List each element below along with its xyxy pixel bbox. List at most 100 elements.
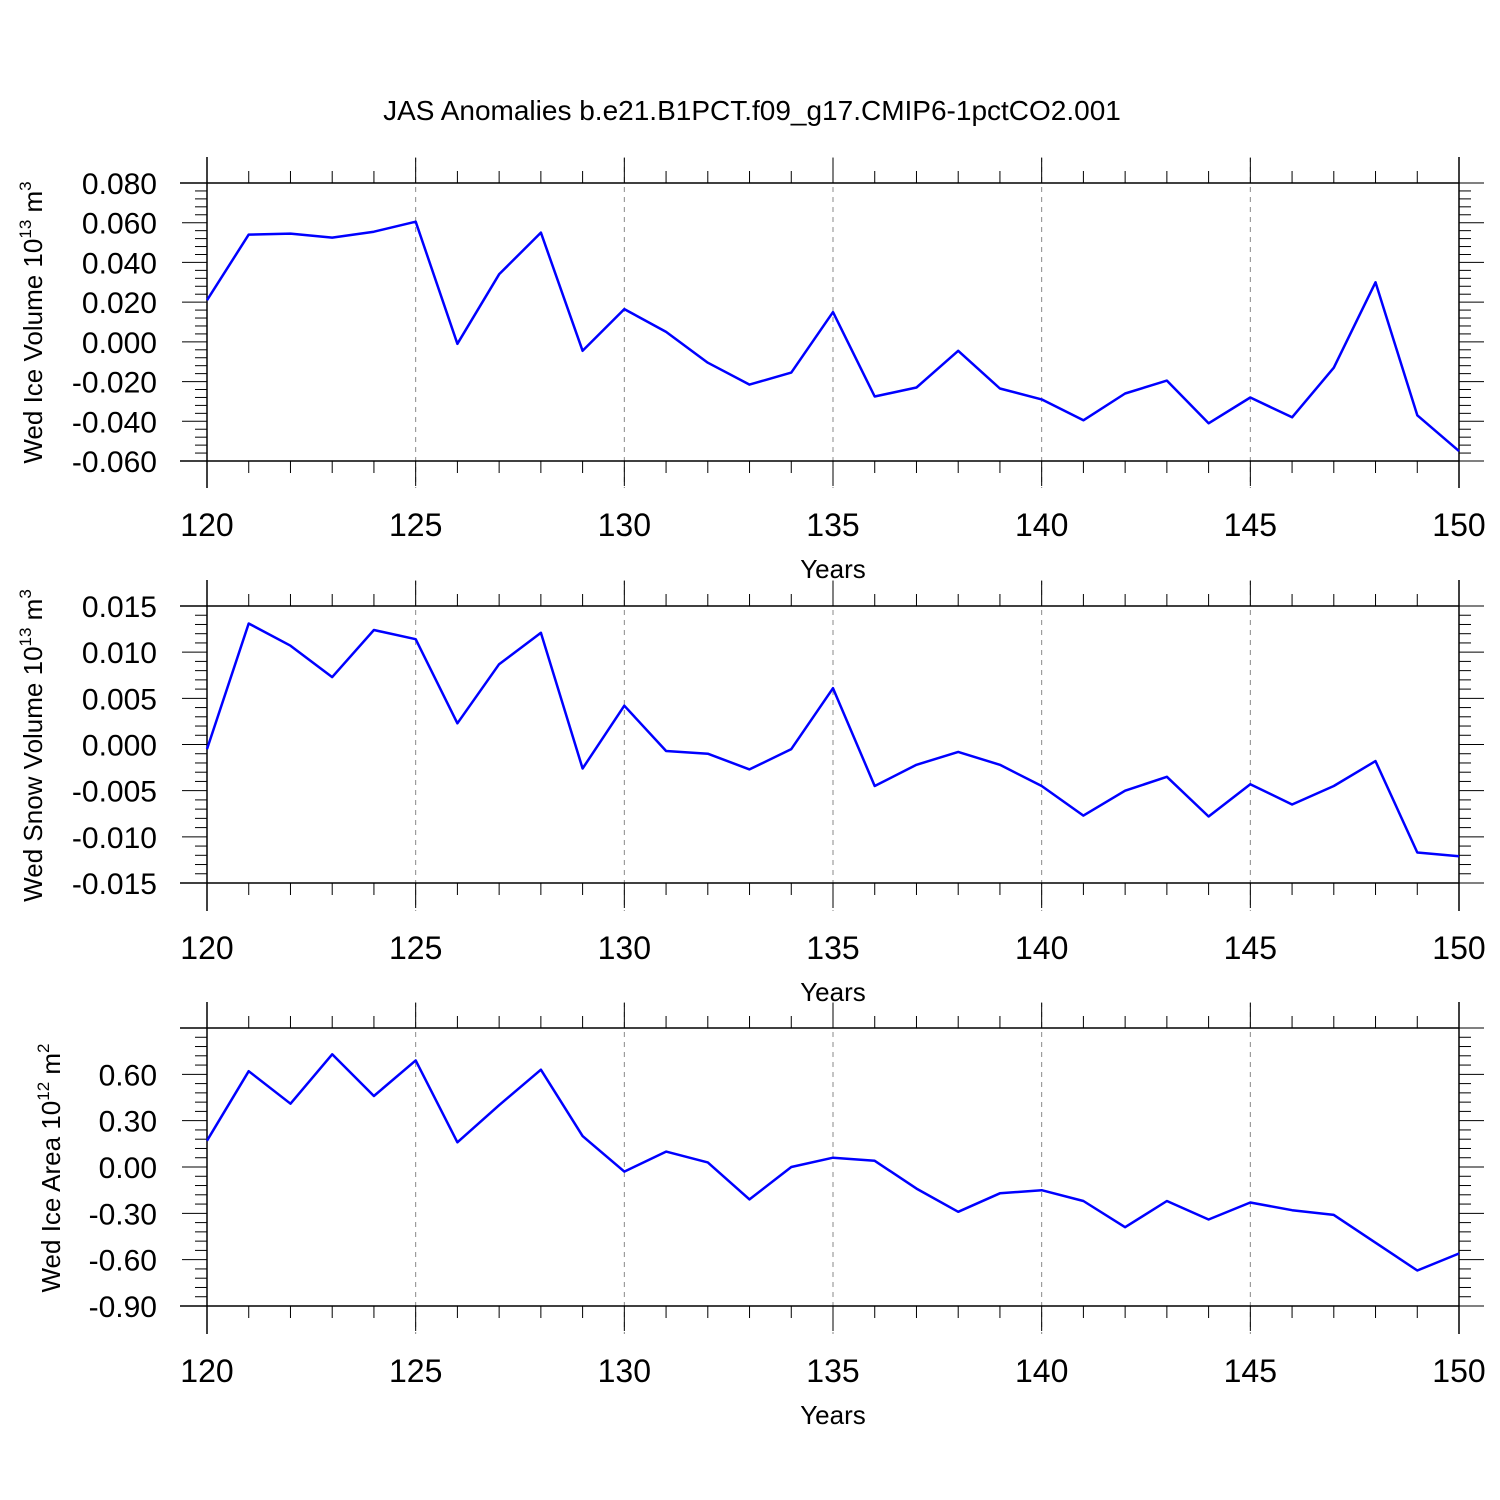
data-point [789, 747, 793, 751]
series-line [205, 220, 1460, 453]
data-point [1332, 784, 1336, 788]
x-tick-label: 135 [806, 930, 859, 966]
y-tick-label: -0.040 [72, 406, 157, 439]
data-point [539, 231, 543, 235]
data-point [956, 1210, 960, 1214]
x-tick-label: 125 [389, 930, 442, 966]
y-tick-label: 0.00 [99, 1152, 157, 1185]
data-point [1415, 851, 1419, 855]
data-point [956, 349, 960, 353]
data-point [539, 1068, 543, 1072]
data-point [831, 1156, 835, 1160]
x-tick-label: 120 [180, 930, 233, 966]
data-point [1290, 803, 1294, 807]
data-point [1123, 391, 1127, 395]
x-tick-label: 140 [1015, 1353, 1068, 1389]
data-point [622, 1170, 626, 1174]
data-point [288, 232, 292, 236]
data-point [581, 767, 585, 771]
data-point [581, 349, 585, 353]
x-tick-label: 130 [598, 507, 651, 543]
x-axis-title: Years [800, 1400, 866, 1430]
data-point [664, 330, 668, 334]
data-point [372, 628, 376, 632]
data-point [1415, 1268, 1419, 1272]
data-point [1374, 759, 1378, 763]
y-tick-label: 0.040 [82, 247, 157, 280]
data-point [414, 220, 418, 224]
x-tick-label: 150 [1432, 1353, 1485, 1389]
data-point [748, 767, 752, 771]
data-point [998, 763, 1002, 767]
data-point [831, 686, 835, 690]
y-tick-label: 0.080 [82, 168, 157, 201]
x-tick-label: 145 [1224, 1353, 1277, 1389]
data-point [372, 230, 376, 234]
data-point [1040, 1188, 1044, 1192]
data-point [1248, 1201, 1252, 1205]
y-tick-label: -0.90 [89, 1291, 157, 1324]
y-tick-label: -0.015 [72, 868, 157, 901]
data-point [1165, 379, 1169, 383]
data-point [539, 631, 543, 635]
data-point [1457, 1251, 1461, 1255]
y-tick-label: 0.30 [99, 1106, 157, 1139]
data-point [831, 310, 835, 314]
data-point [1123, 1225, 1127, 1229]
data-point [414, 637, 418, 641]
data-point [330, 675, 334, 679]
y-tick-label: 0.000 [82, 327, 157, 360]
x-tick-label: 140 [1015, 930, 1068, 966]
data-point [330, 1052, 334, 1056]
y-tick-label: -0.30 [89, 1198, 157, 1231]
data-point [497, 272, 501, 276]
data-point [330, 236, 334, 240]
y-axis-title: Wed Ice Volume 1013 m3 [16, 181, 48, 463]
data-point [455, 721, 459, 725]
data-point [748, 1197, 752, 1201]
data-point [748, 383, 752, 387]
y-tick-label: -0.005 [72, 776, 157, 809]
data-point [706, 752, 710, 756]
y-tick-label: -0.020 [72, 367, 157, 400]
data-point [914, 763, 918, 767]
data-point [1248, 782, 1252, 786]
data-point [288, 644, 292, 648]
x-tick-label: 130 [598, 1353, 651, 1389]
y-tick-label: 0.010 [82, 637, 157, 670]
data-point [873, 784, 877, 788]
data-point [706, 1160, 710, 1164]
data-point [1374, 280, 1378, 284]
x-tick-label: 150 [1432, 507, 1485, 543]
data-point [914, 386, 918, 390]
y-tick-label: 0.60 [99, 1059, 157, 1092]
data-point [789, 371, 793, 375]
y-tick-label: 0.000 [82, 730, 157, 763]
x-tick-label: 130 [598, 930, 651, 966]
data-point [1165, 1199, 1169, 1203]
data-point [664, 1150, 668, 1154]
data-point [247, 1069, 251, 1073]
data-point [1290, 1208, 1294, 1212]
y-tick-label: 0.060 [82, 208, 157, 241]
data-point [622, 704, 626, 708]
data-point [1207, 421, 1211, 425]
data-point [497, 1103, 501, 1107]
data-point [247, 233, 251, 237]
data-point [664, 749, 668, 753]
data-point [205, 298, 209, 302]
x-tick-label: 150 [1432, 930, 1485, 966]
series-line [205, 1053, 1460, 1272]
data-point [1081, 814, 1085, 818]
y-tick-label: 0.005 [82, 683, 157, 716]
data-point [1040, 397, 1044, 401]
x-tick-label: 120 [180, 507, 233, 543]
data-point [1457, 449, 1461, 453]
data-point [1123, 789, 1127, 793]
data-point [1165, 775, 1169, 779]
y-tick-label: -0.060 [72, 446, 157, 479]
data-point [873, 394, 877, 398]
data-point [1415, 413, 1419, 417]
data-point [789, 1165, 793, 1169]
